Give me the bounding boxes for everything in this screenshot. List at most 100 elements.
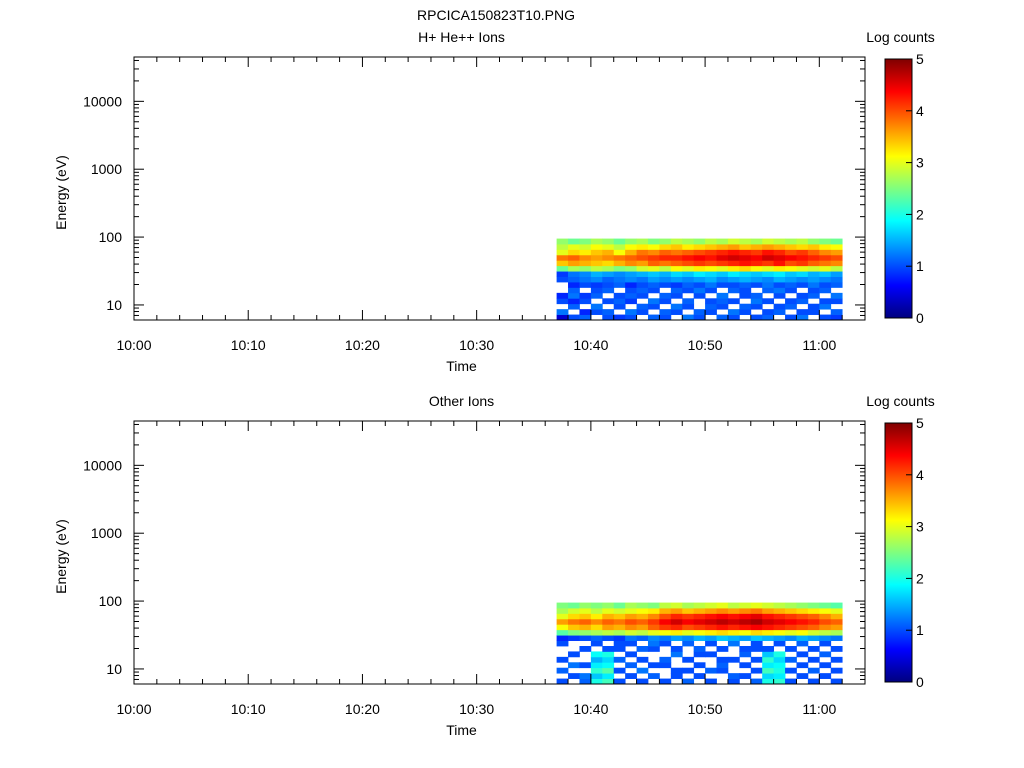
heatmap-cell — [625, 260, 637, 267]
heatmap-cell — [785, 238, 797, 245]
heatmap-cell — [796, 254, 809, 261]
heatmap-cell — [785, 303, 797, 310]
heatmap-cell — [568, 238, 580, 245]
heatmap-cell — [682, 602, 695, 609]
heatmap-cell — [590, 260, 603, 267]
heatmap-cell — [739, 244, 752, 250]
heatmap-cell — [590, 282, 603, 288]
heatmap-cell — [705, 629, 717, 636]
heatmap-cell — [705, 640, 717, 647]
heatmap-cell — [830, 608, 843, 614]
heatmap-cell — [670, 646, 683, 652]
heatmap-cell — [693, 249, 706, 256]
heatmap-cell — [636, 276, 649, 283]
heatmap-cell — [647, 613, 660, 620]
x-axis-label: Time — [446, 358, 477, 374]
heatmap-cell — [590, 265, 603, 272]
heatmap-cell — [807, 244, 820, 250]
heatmap-cell — [670, 244, 683, 250]
heatmap-cell — [762, 673, 775, 679]
heatmap-cell — [773, 608, 786, 614]
heatmap-cell — [796, 624, 809, 631]
colorbar-tick-label: 0 — [916, 310, 924, 326]
heatmap-cell — [647, 662, 660, 669]
heatmap-cell — [773, 276, 786, 283]
heatmap-cell — [590, 602, 603, 609]
heatmap-cell — [739, 303, 752, 310]
heatmap-cell — [785, 244, 797, 250]
heatmap-cell — [579, 265, 592, 272]
heatmap-cell — [568, 254, 580, 261]
heatmap-cell — [568, 271, 580, 277]
heatmap-cell — [602, 646, 615, 652]
heatmap-cell — [796, 629, 809, 636]
heatmap-cell — [625, 271, 637, 277]
heatmap-cell — [602, 613, 615, 620]
heatmap-cell — [739, 249, 752, 256]
heatmap-cell — [556, 292, 569, 299]
heatmap-cell — [773, 244, 786, 250]
heatmap-cell — [750, 608, 763, 614]
heatmap-cell — [590, 244, 603, 250]
heatmap-cell — [716, 613, 729, 620]
heatmap-cell — [613, 276, 626, 283]
heatmap-cell — [830, 260, 843, 267]
heatmap-cell — [830, 646, 843, 652]
heatmap-cell — [659, 662, 672, 669]
heatmap-cell — [762, 276, 775, 283]
x-tick-label: 10:10 — [231, 701, 266, 717]
panel-title: Other Ions — [429, 393, 494, 409]
heatmap-cell — [647, 260, 660, 267]
heatmap-cell — [625, 624, 637, 631]
colorbar: Log counts 0 1 2 3 4 5 — [866, 29, 935, 326]
heatmap-cell — [682, 624, 695, 631]
colorbar-tick-label: 1 — [916, 622, 924, 638]
heatmap-cell — [819, 651, 832, 658]
heatmap-cell — [568, 662, 580, 669]
heatmap-cell — [762, 656, 775, 663]
heatmap-cell — [796, 635, 809, 641]
y-tick-label: 10 — [106, 661, 122, 677]
heatmap-cell — [670, 602, 683, 609]
heatmap-cell — [625, 635, 637, 641]
colorbar-label: Log counts — [866, 393, 935, 409]
heatmap-cell — [819, 260, 832, 267]
heatmap-cell — [647, 244, 660, 250]
heatmap-cell — [670, 608, 683, 614]
heatmap-cell — [693, 624, 706, 631]
heatmap-cell — [819, 613, 832, 620]
heatmap-cell — [602, 667, 615, 674]
heatmap-cell — [590, 238, 603, 245]
heatmap-cell — [647, 646, 660, 652]
heatmap-cell — [785, 249, 797, 256]
heatmap-cell — [773, 678, 786, 685]
heatmap-cell — [716, 271, 729, 277]
heatmap-cell — [636, 667, 649, 674]
heatmap-cell — [750, 314, 763, 321]
heatmap-cell — [613, 292, 626, 299]
heatmap-cell — [785, 646, 797, 652]
heatmap-cell — [670, 651, 683, 658]
heatmap-cell — [659, 276, 672, 283]
heatmap-cell — [682, 678, 695, 685]
heatmap-cell — [682, 303, 695, 310]
heatmap-cell — [807, 624, 820, 631]
heatmap-cell — [568, 608, 580, 614]
heatmap-cell — [682, 287, 695, 294]
heatmap-cell — [773, 309, 786, 315]
heatmap-cell — [613, 635, 626, 641]
heatmap-cell — [602, 271, 615, 277]
heatmap-cell — [647, 314, 660, 321]
heatmap-cell — [602, 602, 615, 609]
heatmap-cell — [750, 629, 763, 636]
heatmap-cell — [670, 282, 683, 288]
heatmap-cell — [556, 265, 569, 272]
heatmap-cell — [590, 608, 603, 614]
heatmap-cell — [739, 608, 752, 614]
x-tick-label: 10:40 — [573, 337, 608, 353]
y-tick-label: 100 — [99, 229, 123, 245]
heatmap-cell — [647, 303, 660, 310]
heatmap-cell — [773, 662, 786, 669]
heatmap-cell — [568, 276, 580, 283]
heatmap-cell — [819, 640, 832, 647]
